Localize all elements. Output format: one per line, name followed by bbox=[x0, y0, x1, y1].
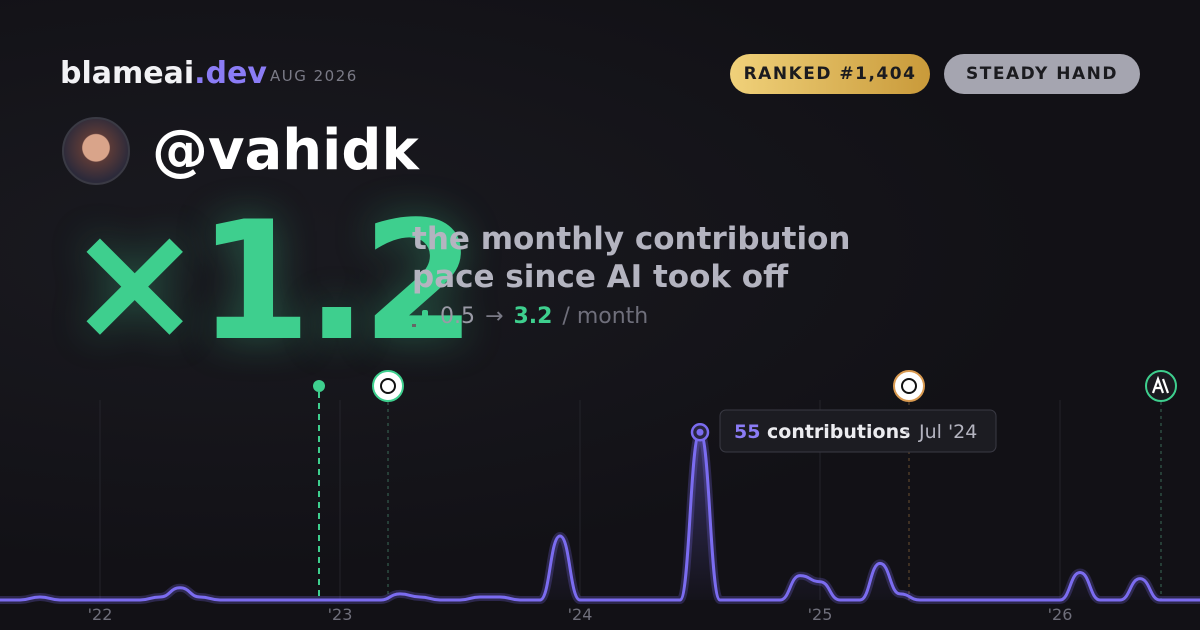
rank-badge: RANKED #1,404 bbox=[730, 54, 930, 94]
line-glow bbox=[0, 428, 1200, 605]
persona-badge: STEADY HAND bbox=[944, 54, 1140, 94]
event-icon bbox=[893, 370, 925, 402]
site-name: blameai bbox=[60, 56, 195, 91]
tooltip-box bbox=[719, 409, 997, 453]
description: the monthly contribution pace since AI t… bbox=[412, 220, 850, 296]
handle: @vahidk bbox=[152, 118, 419, 183]
description-line: pace since AI took off bbox=[412, 259, 789, 295]
event-dot bbox=[313, 380, 325, 392]
pace-icon bbox=[412, 309, 428, 327]
event-icon-glyph bbox=[380, 378, 396, 394]
tooltip-value: 55 bbox=[734, 421, 760, 443]
line bbox=[0, 430, 1200, 602]
tooltip-label: Jul '24 bbox=[918, 421, 977, 443]
x-tick-label: '23 bbox=[328, 605, 353, 624]
event-icon bbox=[372, 370, 404, 402]
period: AUG 2026 bbox=[270, 67, 358, 85]
multiplier: ×1.2 bbox=[66, 186, 476, 377]
pace: 0.5 → 3.2 / month bbox=[412, 304, 648, 329]
tooltip-text: contributions bbox=[767, 421, 910, 443]
site-tld: .dev bbox=[194, 56, 267, 91]
pace-after: 3.2 bbox=[513, 304, 553, 329]
event-icon-glyph bbox=[1151, 375, 1170, 394]
x-tick-label: '24 bbox=[568, 605, 593, 624]
pace-unit: / month bbox=[562, 304, 649, 329]
event-icon-glyph bbox=[901, 378, 917, 394]
brand: blameai.dev bbox=[60, 56, 267, 91]
avatar bbox=[62, 117, 130, 185]
x-tick-label: '26 bbox=[1048, 605, 1073, 624]
description-line: the monthly contribution bbox=[412, 221, 851, 257]
x-tick-label: '22 bbox=[88, 605, 113, 624]
tooltip-sep bbox=[905, 430, 909, 434]
event-markers bbox=[313, 370, 1177, 600]
highlight-core bbox=[696, 428, 704, 436]
tooltip: 55 contributions Jul '24 bbox=[719, 409, 997, 453]
area bbox=[0, 432, 1200, 600]
pace-arrow: → bbox=[485, 304, 504, 329]
x-tick-label: '25 bbox=[808, 605, 833, 624]
pace-before: 0.5 bbox=[440, 304, 475, 329]
